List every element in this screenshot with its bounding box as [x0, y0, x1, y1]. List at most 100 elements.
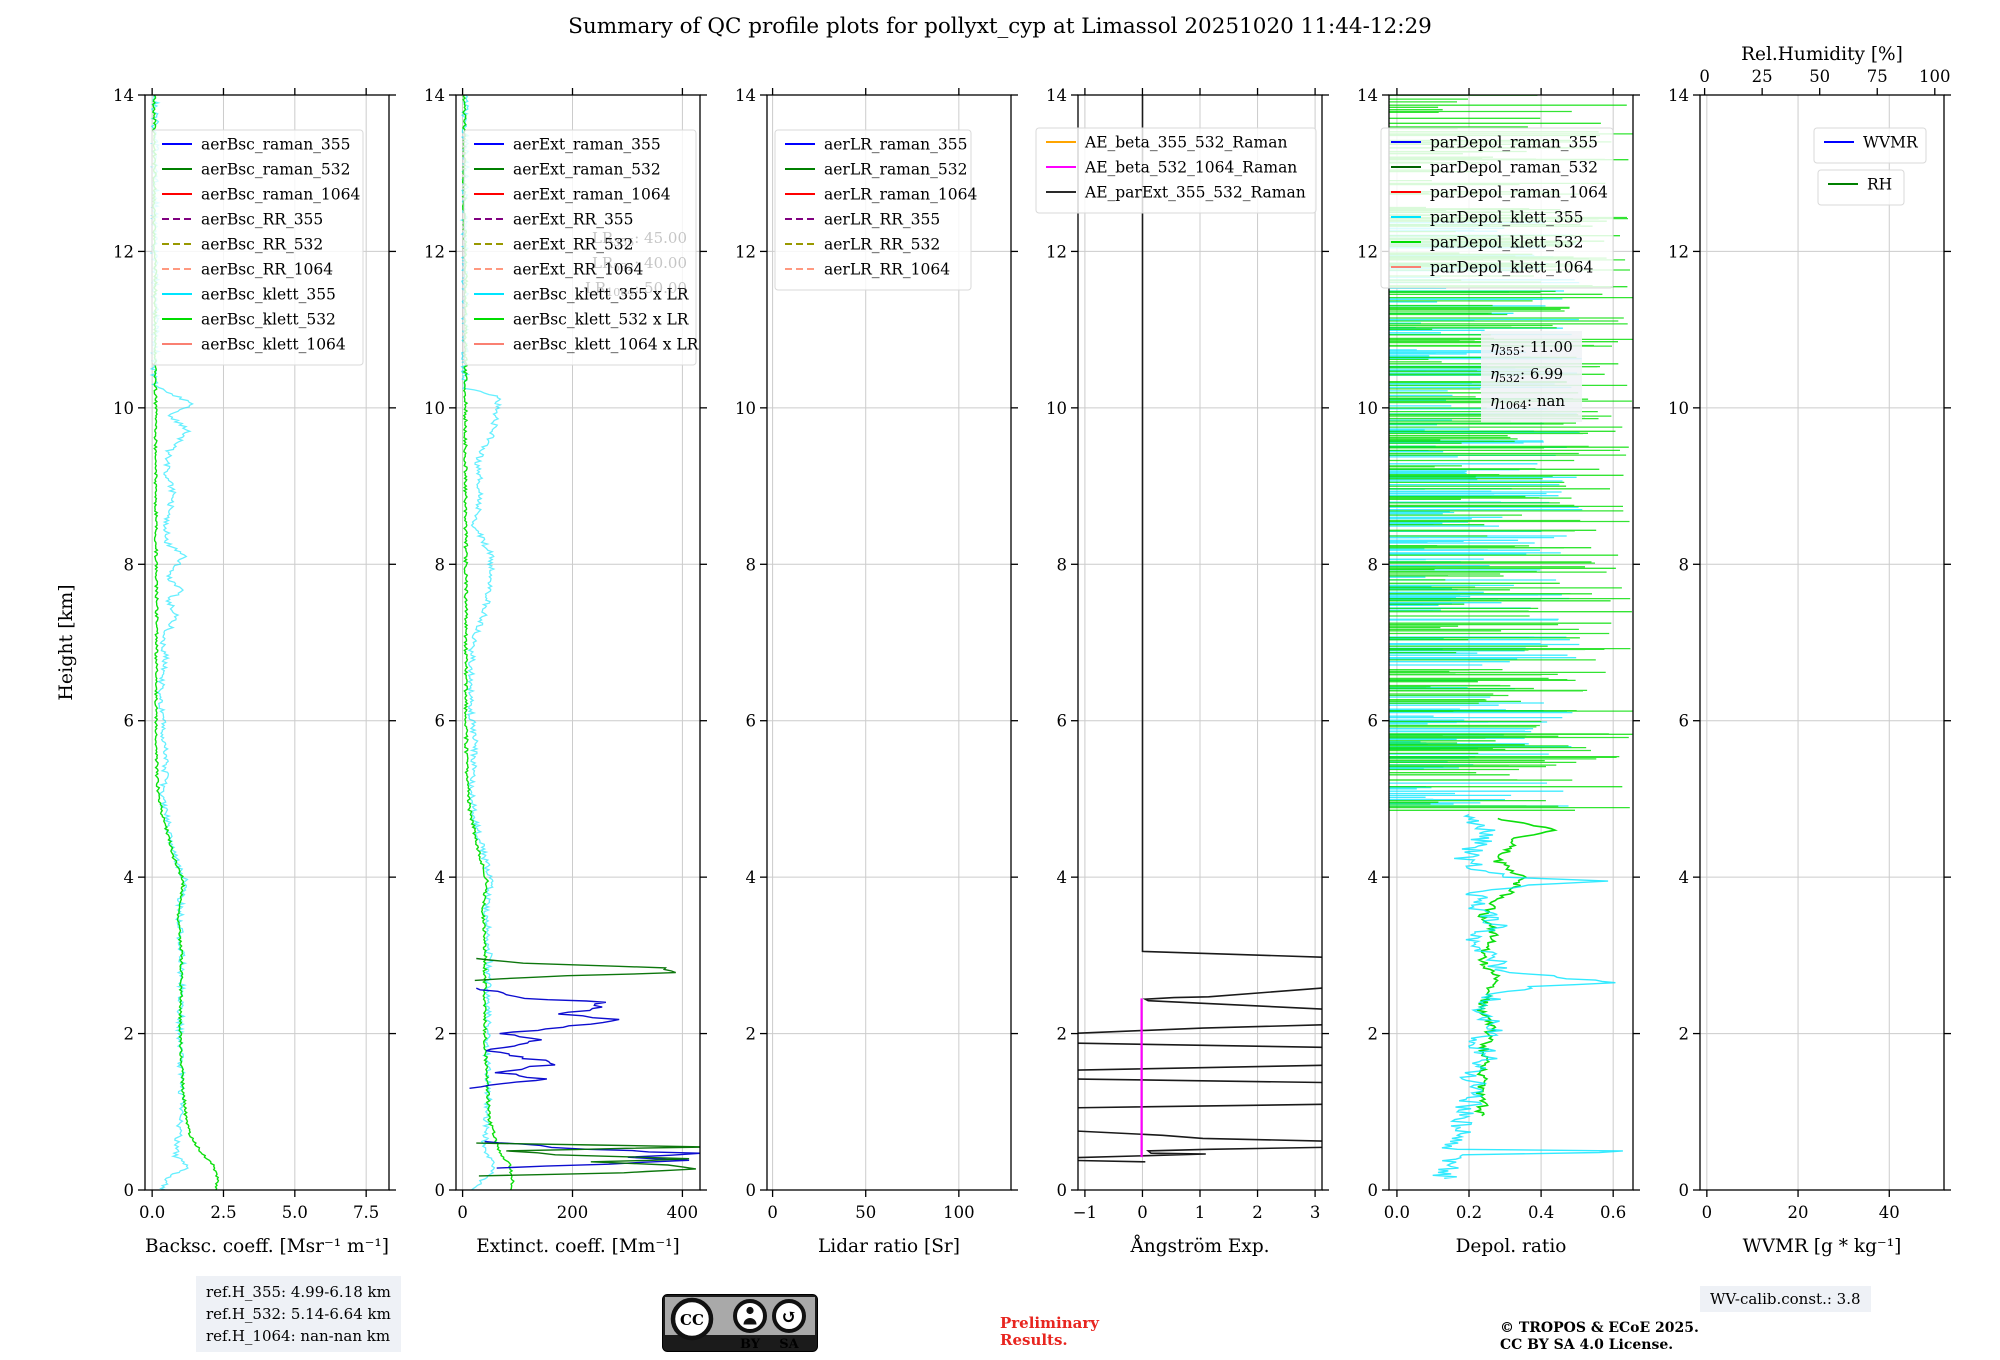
y-tick-label: 0	[1679, 1181, 1690, 1200]
y-tick-label: 2	[435, 1025, 446, 1044]
top-tick-label: 50	[1809, 67, 1830, 86]
panel-lidar_ratio: 0 50 100 0 2 4 6 8 10 12 14 Lidar ratio [Sr] aerLR_r…	[735, 86, 1018, 1257]
y-tick-label: 0	[1057, 1181, 1068, 1200]
legend-label: aerBsc_klett_532 x LR	[513, 311, 690, 329]
x-tick-label: 0.0	[139, 1203, 165, 1222]
y-tick-label: 14	[1357, 86, 1378, 105]
y-tick-label: 2	[1368, 1025, 1379, 1044]
legend-label: parDepol_klett_1064	[1430, 259, 1593, 277]
top-axis-label: Rel.Humidity [%]	[1741, 44, 1903, 65]
top-tick-label: 75	[1867, 67, 1888, 86]
y-tick-label: 14	[1668, 86, 1689, 105]
y-tick-label: 8	[746, 555, 757, 574]
legend-label: aerLR_RR_532	[824, 236, 940, 254]
ref-h-355: ref.H_355: 4.99-6.18 km	[206, 1283, 391, 1301]
legend-label: RH	[1867, 176, 1892, 194]
y-tick-label: 6	[746, 712, 757, 731]
copyright-note: © TROPOS & ECoE 2025. CC BY SA 4.0 Licen…	[1500, 1320, 1699, 1353]
legend-label: aerBsc_RR_355	[201, 211, 323, 229]
series-parDepol_klett_355	[1432, 813, 1623, 1179]
svg-text:↺: ↺	[781, 1306, 797, 1328]
y-tick-label: 10	[735, 399, 756, 418]
x-tick-label: 2.5	[210, 1203, 236, 1222]
ref-h-1064: ref.H_1064: nan-nan km	[206, 1327, 391, 1345]
legend-label: aerExt_RR_355	[513, 211, 634, 229]
y-tick-label: 2	[124, 1025, 135, 1044]
reference-height-box: ref.H_355: 4.99-6.18 km ref.H_532: 5.14-…	[196, 1276, 401, 1352]
by-person-icon	[733, 1299, 767, 1333]
x-tick-label: 0.0	[1384, 1203, 1410, 1222]
series-parDepol_klett_532	[1473, 817, 1558, 1117]
y-tick-label: 0	[746, 1181, 757, 1200]
x-tick-label: 40	[1879, 1203, 1900, 1222]
y-tick-label: 8	[435, 555, 446, 574]
y-tick-label: 8	[1368, 555, 1379, 574]
y-tick-label: 12	[1046, 242, 1067, 261]
legend-label: AE_beta_532_1064_Raman	[1084, 159, 1297, 177]
y-tick-label: 4	[124, 868, 135, 887]
preliminary-results-note: Preliminary Results.	[1000, 1314, 1099, 1349]
x-tick-label: 0	[1137, 1203, 1148, 1222]
y-tick-label: 8	[1679, 555, 1690, 574]
legend-label: aerLR_raman_1064	[824, 186, 977, 204]
top-tick-label: 25	[1752, 67, 1773, 86]
y-tick-label: 8	[1057, 555, 1068, 574]
y-tick-label: 8	[124, 555, 135, 574]
panel-backscatter: 0.0 2.5 5.0 7.5 0 2 4 6 8 10 12 14 Backsc. coeff. [M…	[55, 86, 396, 1257]
series-aerBsc_klett_355 x LR	[459, 95, 503, 1190]
series-aerExt_raman_532	[474, 957, 676, 982]
x-axis-label: Lidar ratio [Sr]	[818, 1236, 960, 1257]
legend-label: aerExt_raman_1064	[513, 186, 671, 204]
y-tick-label: 0	[1368, 1181, 1379, 1200]
y-tick-label: 4	[435, 868, 446, 887]
y-tick-label: 12	[1668, 242, 1689, 261]
x-axis-label: Backsc. coeff. [Msr⁻¹ m⁻¹]	[145, 1236, 389, 1257]
y-tick-label: 14	[424, 86, 445, 105]
panel-extinction: 0 200 400 0 2 4 6 8 10 12 14 Extinct. coeff. [Mm⁻¹]…	[424, 86, 707, 1257]
x-tick-label: 0	[457, 1203, 468, 1222]
y-tick-label: 6	[1057, 712, 1068, 731]
y-tick-label: 4	[1368, 868, 1379, 887]
legend-label: aerLR_RR_355	[824, 211, 940, 229]
ref-h-532: ref.H_532: 5.14-6.64 km	[206, 1305, 391, 1323]
figure-title: Summary of QC profile plots for pollyxt_…	[568, 14, 1432, 39]
legend-label: parDepol_klett_355	[1430, 209, 1583, 227]
y-tick-label: 2	[746, 1025, 757, 1044]
legend-label: aerExt_RR_532	[513, 236, 634, 254]
legend-label: aerBsc_RR_1064	[201, 261, 333, 279]
x-tick-label: 400	[667, 1203, 699, 1222]
legend-label: AE_beta_355_532_Raman	[1084, 134, 1287, 152]
legend-label: aerBsc_RR_532	[201, 236, 323, 254]
y-tick-label: 10	[1668, 399, 1689, 418]
y-axis-label: Height [km]	[55, 584, 77, 700]
y-tick-label: 6	[1679, 712, 1690, 731]
series-parDepol_klett_355_noise	[1389, 222, 1583, 807]
x-axis-label: Depol. ratio	[1456, 1236, 1567, 1257]
y-tick-label: 4	[1057, 868, 1068, 887]
x-tick-label: 0	[767, 1203, 778, 1222]
y-tick-label: 14	[735, 86, 756, 105]
y-tick-label: 10	[113, 399, 134, 418]
x-tick-label: 100	[943, 1203, 975, 1222]
legend-label: parDepol_raman_355	[1430, 134, 1598, 152]
x-tick-label: 0.4	[1528, 1203, 1554, 1222]
legend-label: aerExt_raman_355	[513, 136, 661, 154]
legend-label: aerLR_raman_532	[824, 161, 967, 179]
x-tick-label: 50	[855, 1203, 876, 1222]
legend-label: WVMR	[1863, 134, 1919, 152]
cc-icon	[670, 1297, 714, 1341]
y-tick-label: 14	[113, 86, 134, 105]
y-tick-label: 4	[746, 868, 757, 887]
legend-label: aerLR_raman_355	[824, 136, 967, 154]
legend-label: aerBsc_klett_1064 x LR	[513, 336, 700, 354]
y-tick-label: 2	[1679, 1025, 1690, 1044]
panel-wvmr: 0 20 40 0 2 4 6 8 10 12 14 WVMR [g * kg⁻¹] 0 25 50 75 10…	[1668, 44, 1951, 1257]
legend-label: aerExt_RR_1064	[513, 261, 644, 279]
y-tick-label: 12	[1357, 242, 1378, 261]
series-AE_parExt_355_532_Raman	[1078, 95, 1322, 1163]
y-tick-label: 10	[1357, 399, 1378, 418]
y-tick-label: 6	[435, 712, 446, 731]
x-axis-label: WVMR [g * kg⁻¹]	[1743, 1236, 1902, 1257]
